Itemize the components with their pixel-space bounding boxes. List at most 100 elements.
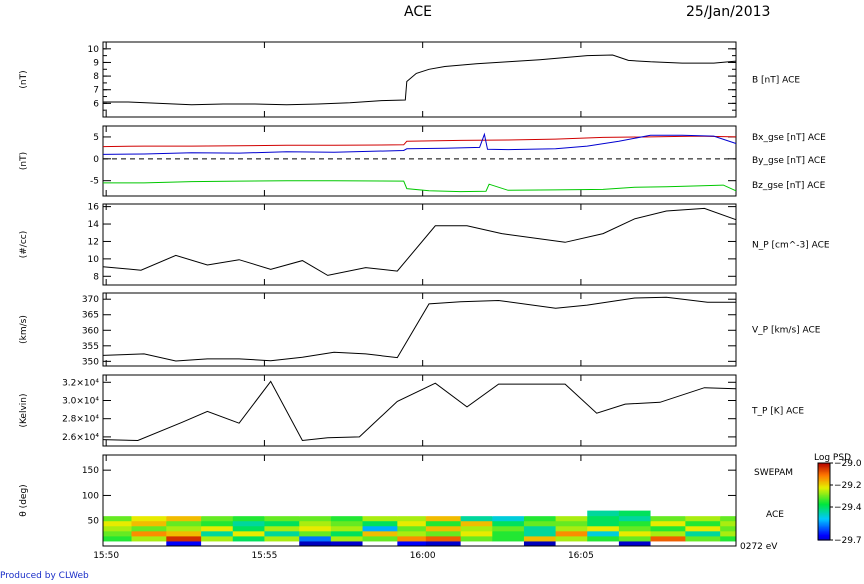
psd-cell	[131, 530, 167, 537]
colorbar-segment	[818, 516, 830, 519]
colorbar-segment	[818, 473, 830, 476]
tp-ylabel: (Kelvin)	[19, 393, 29, 427]
colorbar-segment	[818, 533, 830, 536]
colorbar-segment	[818, 532, 830, 535]
psd-cell	[264, 515, 300, 522]
psd-cell	[397, 535, 427, 542]
psd-cell	[523, 515, 557, 522]
vp-legend-label: V_P [km/s] ACE	[752, 326, 821, 336]
psd-cell	[201, 510, 234, 517]
psd-cell	[264, 535, 300, 542]
psd-cell	[460, 540, 493, 547]
psd-cell	[299, 525, 332, 532]
vp-ytick-label: 365	[82, 311, 99, 321]
psd-cell	[685, 540, 721, 547]
vp-ytick-label: 360	[82, 326, 99, 336]
credit-label: Produced by CLWeb	[0, 571, 89, 581]
colorbar-segment	[818, 509, 830, 512]
bgse-legend-label: By_gse [nT] ACE	[752, 156, 826, 166]
tp-frame	[102, 374, 737, 447]
colorbar-segment	[818, 498, 830, 501]
psd-cell	[650, 510, 686, 517]
colorbar-segment	[818, 489, 830, 492]
colorbar-segment	[818, 480, 830, 483]
colorbar-segment	[818, 537, 830, 540]
psd-cell	[264, 520, 300, 527]
psd-cell	[103, 530, 132, 537]
colorbar-tick-label: −29.0	[834, 459, 862, 469]
psd-cell	[555, 525, 588, 532]
psd-cell	[362, 525, 398, 532]
psd-cell	[299, 540, 332, 547]
vp-ytick-label: 355	[82, 342, 99, 352]
psd-cell	[103, 510, 132, 517]
psd-cell	[685, 510, 721, 517]
colorbar-segment	[818, 531, 830, 533]
psd-cell	[425, 525, 462, 532]
psd-cell	[650, 525, 686, 532]
psd-cell	[492, 515, 525, 522]
psd-cell	[299, 530, 332, 537]
psd-cell	[523, 530, 557, 537]
btot-ylabel: (nT)	[19, 70, 29, 88]
colorbar-segment	[818, 520, 830, 523]
psd-cell	[103, 525, 132, 532]
psd-cell	[425, 520, 462, 527]
btot-frame	[102, 41, 737, 118]
psd-cell	[587, 525, 620, 532]
psd-cell	[330, 535, 364, 542]
colorbar-segment	[818, 518, 830, 521]
colorbar-segment	[818, 536, 830, 539]
psd-cell	[299, 535, 332, 542]
colorbar-segment	[818, 463, 830, 465]
colorbar-segment	[818, 469, 830, 472]
psd-cell	[201, 525, 234, 532]
psd-cell	[650, 520, 686, 527]
psd-cell	[460, 535, 493, 542]
colorbar-segment	[818, 487, 830, 490]
psd-cell	[362, 535, 398, 542]
btot-ytick-label: 9	[93, 58, 99, 68]
psd-cell	[618, 540, 652, 547]
psd-cell	[460, 510, 493, 517]
psd-cell	[492, 510, 525, 517]
psd-ytick-label: 150	[82, 466, 99, 476]
psd-cell	[232, 510, 265, 517]
colorbar-segment	[818, 523, 830, 526]
psd-cell	[587, 520, 620, 527]
psd-cell	[362, 540, 398, 547]
colorbar-segment	[818, 471, 830, 474]
bgse-frame	[102, 125, 737, 197]
time-tick-label: 16:00	[410, 551, 436, 561]
psd-cell	[232, 540, 265, 547]
np-legend-label: N_P [cm^-3] ACE	[752, 241, 830, 251]
psd-label-energy: 0272 eV	[740, 542, 778, 552]
colorbar-segment	[818, 496, 830, 499]
psd-cell	[492, 540, 525, 547]
psd-cell	[299, 520, 332, 527]
colorbar-segment	[818, 534, 830, 537]
colorbar-segment	[818, 504, 830, 506]
psd-cell	[131, 525, 167, 532]
colorbar-segment	[818, 483, 830, 486]
psd-cell	[166, 530, 202, 537]
psd-cell	[397, 525, 427, 532]
psd-cell	[362, 515, 398, 522]
psd-cell	[685, 515, 721, 522]
psd-cell	[166, 515, 202, 522]
np-series-line	[102, 207, 737, 276]
psd-cell	[618, 535, 652, 542]
colorbar-segment	[818, 500, 830, 503]
psd-cell	[397, 520, 427, 527]
psd-cell	[232, 515, 265, 522]
colorbar-segment	[818, 478, 830, 481]
btot-ytick-label: 8	[93, 72, 99, 82]
psd-cell	[201, 535, 234, 542]
psd-cell	[720, 530, 737, 537]
colorbar-segment	[818, 486, 830, 488]
colorbar-segment	[818, 505, 830, 508]
psd-cell	[720, 540, 737, 547]
vp-ytick-label: 370	[82, 295, 99, 305]
btot-ytick-label: 6	[93, 99, 99, 109]
